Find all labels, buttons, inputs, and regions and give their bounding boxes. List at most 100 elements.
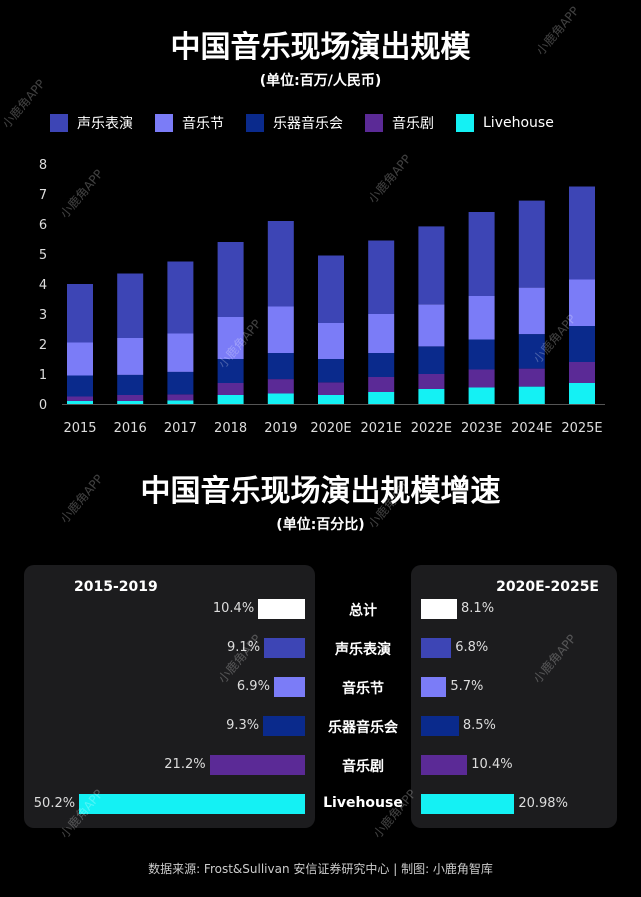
- bar-segment: [468, 339, 495, 370]
- bar-segment: [267, 221, 294, 307]
- growth-value-left: 21.2%: [164, 757, 206, 772]
- bar-segment: [67, 284, 93, 343]
- bar-segment: [117, 401, 144, 404]
- bar-segment: [267, 393, 294, 404]
- growth-bar-2020-2025: [421, 716, 459, 736]
- x-tick-label: 2024E: [511, 421, 552, 436]
- x-tick-label: 2019: [264, 421, 297, 436]
- bar-segment: [167, 261, 194, 334]
- growth-value-right: 5.7%: [450, 679, 484, 694]
- x-tick-label: 2016: [114, 421, 147, 436]
- bar-segment: [167, 371, 194, 395]
- bar-segment: [569, 383, 595, 404]
- bar-segment: [318, 323, 344, 359]
- bar-segment: [468, 369, 495, 388]
- bar-segment: [468, 212, 495, 296]
- y-tick-label: 1: [39, 368, 47, 383]
- y-tick-label: 8: [39, 158, 47, 173]
- legend-label-livehouse: Livehouse: [483, 115, 554, 131]
- growth-value-right: 10.4%: [471, 757, 513, 772]
- bar-segment: [318, 255, 344, 323]
- legend-label-musical: 音乐剧: [392, 116, 434, 132]
- bar-segment: [67, 396, 93, 401]
- bar-segment: [318, 395, 344, 404]
- legend-item-vocal: 声乐表演: [50, 113, 133, 133]
- legend-item-festival: 音乐节: [155, 113, 224, 133]
- bar-segment: [418, 374, 445, 389]
- legend-swatch-livehouse: [456, 114, 474, 132]
- category-label: Livehouse: [323, 795, 403, 811]
- bar-segment: [217, 359, 244, 383]
- bar-segment: [267, 353, 294, 380]
- legend-swatch-vocal: [50, 114, 68, 132]
- bar-segment: [67, 342, 93, 376]
- y-tick-label: 5: [39, 248, 47, 263]
- legend-label-vocal: 声乐表演: [77, 116, 133, 132]
- bar-segment: [368, 240, 395, 314]
- growth-value-left: 6.9%: [236, 679, 270, 694]
- growth-value-right: 8.1%: [461, 601, 495, 616]
- bar-segment: [267, 379, 294, 394]
- chart-title-bottom: 中国音乐现场演出规模增速: [140, 474, 501, 509]
- bar-segment: [318, 359, 344, 383]
- y-tick-label: 7: [39, 188, 47, 203]
- growth-value-right: 6.8%: [455, 640, 489, 655]
- growth-value-left: 50.2%: [33, 796, 76, 811]
- chart-subtitle-top: (单位:百万/人民币): [259, 73, 382, 89]
- x-tick-label: 2020E: [310, 421, 351, 436]
- bar-segment: [117, 374, 144, 395]
- growth-value-right: 8.5%: [462, 718, 496, 733]
- category-label: 音乐节: [342, 681, 384, 697]
- bar-segment: [518, 200, 545, 288]
- bar-segment: [217, 395, 244, 404]
- legend-label-festival: 音乐节: [182, 116, 224, 132]
- growth-bar-2015-2019: [264, 638, 305, 658]
- bar-segment: [318, 382, 344, 395]
- growth-bar-2020-2025: [421, 638, 452, 658]
- bar-segment: [217, 242, 244, 317]
- bar-segment: [518, 368, 545, 387]
- y-tick-label: 3: [39, 308, 47, 323]
- growth-value-left: 9.3%: [226, 718, 260, 733]
- legend-label-concert: 乐器音乐会: [273, 116, 343, 132]
- y-tick-label: 2: [39, 338, 47, 353]
- bar-segment: [368, 353, 395, 377]
- growth-bar-2015-2019: [273, 677, 305, 697]
- bar-segment: [117, 338, 144, 375]
- growth-value-right: 20.98%: [518, 796, 568, 811]
- x-tick-label: 2015: [63, 421, 96, 436]
- bar-segment: [67, 401, 93, 404]
- growth-bar-2020-2025: [421, 599, 458, 619]
- legend-swatch-concert: [246, 114, 264, 132]
- legend-item-concert: 乐器音乐会: [246, 113, 343, 133]
- growth-bar-2015-2019: [209, 755, 305, 775]
- bar-segment: [67, 375, 93, 397]
- bar-segment: [468, 296, 495, 340]
- y-tick-label: 0: [39, 398, 47, 413]
- bar-segment: [518, 287, 545, 335]
- bar-segment: [418, 346, 445, 374]
- bar-segment: [167, 333, 194, 372]
- bar-segment: [418, 389, 445, 404]
- legend-swatch-festival: [155, 114, 173, 132]
- bar-segment: [569, 186, 595, 280]
- growth-bar-2015-2019: [79, 794, 305, 814]
- legend-item-livehouse: Livehouse: [456, 113, 554, 133]
- panel-title-right: 2020E-2025E: [496, 579, 599, 595]
- bar-segment: [518, 334, 545, 369]
- x-tick-label: 2021E: [361, 421, 402, 436]
- x-tick-label: 2025E: [561, 421, 602, 436]
- category-label: 乐器音乐会: [328, 720, 398, 736]
- bar-segment: [217, 383, 244, 395]
- bar-segment: [167, 400, 194, 404]
- x-tick-label: 2022E: [411, 421, 452, 436]
- legend-item-musical: 音乐剧: [365, 113, 434, 133]
- chart-title-top: 中国音乐现场演出规模: [170, 30, 471, 65]
- legend: 声乐表演 音乐节 乐器音乐会 音乐剧 Livehouse: [50, 113, 576, 133]
- growth-bar-2015-2019: [258, 599, 305, 619]
- bar-segment: [267, 306, 294, 353]
- growth-value-left: 9.1%: [227, 640, 261, 655]
- panel-title-left: 2015-2019: [74, 579, 158, 595]
- category-label: 总计: [349, 603, 377, 619]
- y-tick-label: 6: [39, 218, 47, 233]
